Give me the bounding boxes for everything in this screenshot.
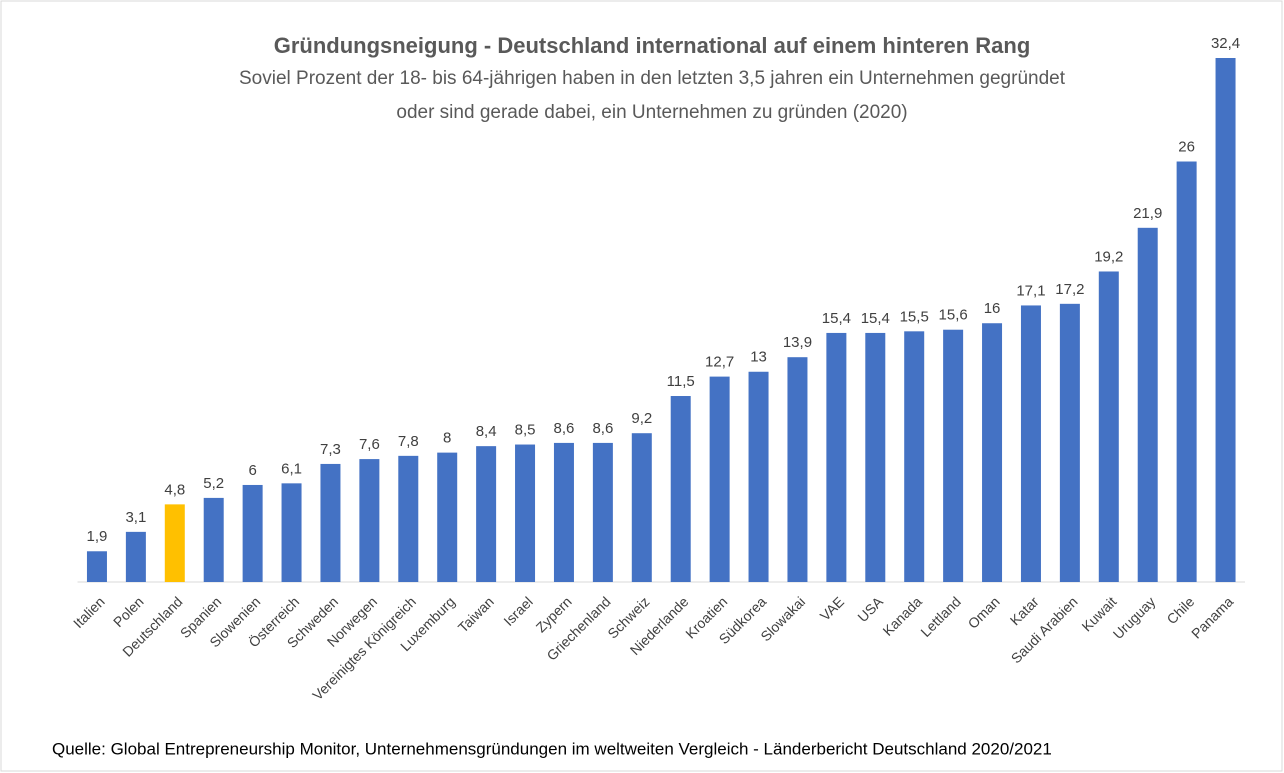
bar — [943, 329, 964, 582]
bar — [515, 444, 536, 582]
chart-subtitle: oder sind gerade dabei, ein Unternehmen … — [396, 102, 907, 123]
value-label: 1,9 — [87, 528, 108, 545]
bar — [398, 455, 419, 582]
bar — [748, 371, 769, 582]
bar — [709, 376, 730, 582]
bar — [125, 531, 146, 582]
value-label: 4,8 — [164, 481, 185, 498]
value-label: 15,6 — [939, 307, 968, 324]
bar — [1215, 58, 1236, 582]
value-label: 32,4 — [1211, 35, 1240, 52]
bar — [320, 463, 341, 582]
value-label: 8 — [443, 430, 451, 447]
value-label: 7,6 — [359, 436, 380, 453]
bar — [1176, 161, 1197, 583]
value-label: 8,4 — [476, 423, 497, 440]
value-label: 15,5 — [900, 308, 929, 325]
bar — [1059, 303, 1080, 582]
bar — [826, 332, 847, 582]
value-label: 3,1 — [125, 509, 146, 526]
value-label: 8,6 — [554, 420, 575, 437]
chart-title: Gründungsneigung - Deutschland internati… — [274, 33, 1031, 58]
bar — [476, 446, 497, 582]
value-label: 15,4 — [822, 310, 851, 327]
bar — [1137, 227, 1158, 582]
bar — [787, 357, 808, 582]
value-label: 17,2 — [1055, 281, 1084, 298]
value-label: 13,9 — [783, 334, 812, 351]
value-label: 7,3 — [320, 441, 341, 458]
bar — [865, 332, 886, 582]
value-label: 12,7 — [705, 354, 734, 371]
value-label: 13 — [750, 349, 767, 366]
bar — [359, 459, 380, 582]
bar — [592, 442, 613, 582]
chart-subtitle: Soviel Prozent der 18- bis 64-jährigen h… — [239, 68, 1066, 89]
bar — [631, 433, 652, 582]
bar — [164, 504, 185, 582]
value-label: 8,5 — [515, 421, 536, 438]
value-label: 11,5 — [667, 373, 695, 390]
bar — [437, 452, 458, 582]
bar — [86, 551, 107, 582]
bar — [203, 497, 224, 582]
value-label: 17,1 — [1016, 282, 1045, 299]
value-label: 16 — [984, 300, 1001, 317]
bar — [904, 331, 925, 582]
bar — [281, 483, 302, 582]
value-label: 9,2 — [631, 410, 652, 427]
bar — [242, 484, 263, 582]
bar — [1020, 305, 1041, 582]
value-label: 26 — [1178, 138, 1195, 155]
value-label: 5,2 — [203, 475, 224, 492]
bar — [982, 323, 1003, 582]
value-label: 6 — [248, 462, 256, 479]
bar — [1098, 271, 1119, 582]
value-label: 6,1 — [281, 460, 302, 477]
value-label: 19,2 — [1094, 248, 1123, 265]
value-label: 15,4 — [861, 310, 890, 327]
source-note: Quelle: Global Entrepreneurship Monitor,… — [52, 739, 1052, 758]
value-label: 8,6 — [592, 420, 613, 437]
bar — [553, 442, 574, 582]
bar — [670, 396, 691, 582]
value-label: 21,9 — [1133, 205, 1162, 222]
value-label: 7,8 — [398, 433, 419, 450]
